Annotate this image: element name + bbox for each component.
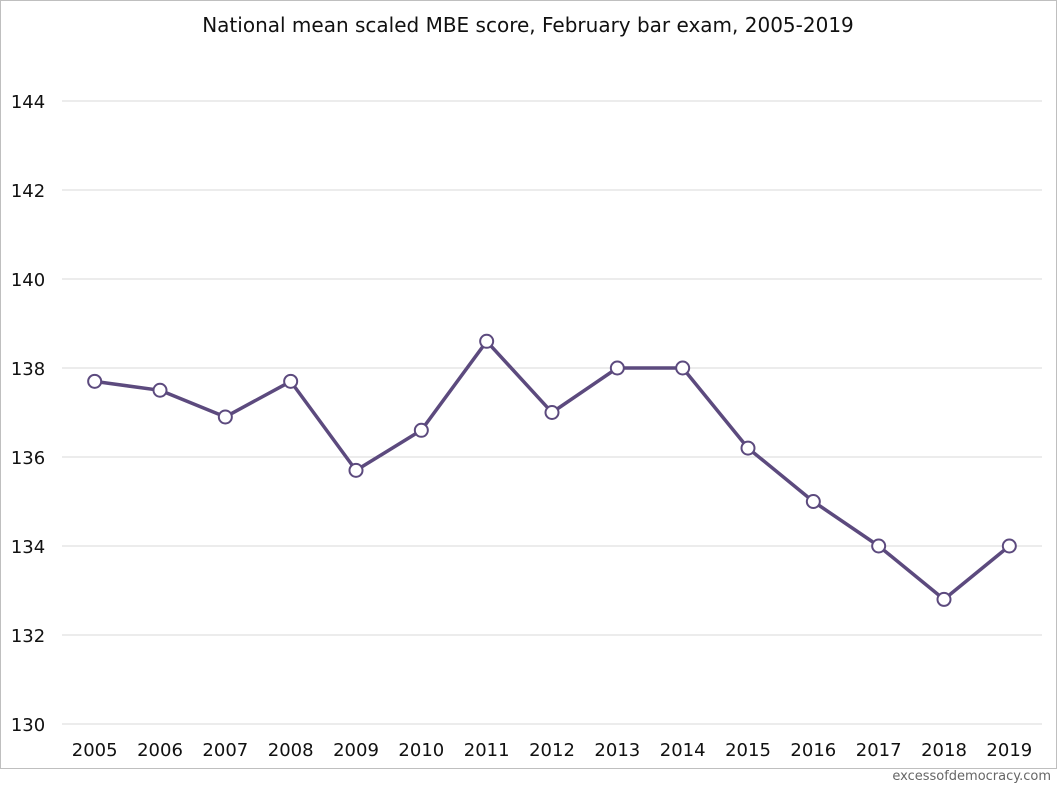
x-tick-label: 2015 [725,740,771,761]
x-tick-label: 2010 [398,740,444,761]
data-point-2012 [544,405,560,420]
data-point-2018 [936,591,952,607]
data-point-2017 [871,538,887,554]
x-tick-label: 2018 [921,740,967,761]
y-tick-label: 138 [11,359,45,380]
x-tick-label: 2013 [594,740,640,761]
data-point-markers [87,333,1017,607]
x-tick-label: 2009 [333,740,379,761]
x-tick-label: 2006 [137,740,183,761]
y-tick-label: 140 [11,270,45,291]
data-point-2016 [805,494,821,509]
data-point-2015 [740,440,756,456]
data-point-2013 [609,360,625,376]
x-axis-tick-labels: 2005 2006 2007 2008 2009 2010 2011 2012 2013 2014… [72,740,1032,761]
data-point-2011 [479,333,495,349]
x-tick-label: 2005 [72,740,118,761]
x-tick-label: 2011 [464,740,510,761]
chart-title: National mean scaled MBE score, February… [202,13,854,37]
y-tick-label: 132 [11,626,45,647]
y-tick-label: 130 [11,715,45,736]
data-point-2008 [283,373,299,389]
source-credit: excessofdemocracy.com [892,769,1051,784]
y-tick-label: 142 [11,181,45,202]
data-point-2009 [348,462,364,478]
y-axis-tick-labels: 130 132 134 136 138 140 142 144 [11,92,45,736]
data-point-2014 [675,360,691,376]
data-point-2007 [217,409,233,425]
data-point-2005 [87,373,103,389]
x-tick-label: 2008 [268,740,314,761]
grid-lines [62,100,1042,725]
x-tick-label: 2017 [856,740,902,761]
y-tick-label: 134 [11,537,45,558]
x-tick-label: 2019 [986,740,1032,761]
y-tick-label: 144 [11,92,45,113]
x-tick-label: 2012 [529,740,575,761]
x-tick-label: 2014 [660,740,706,761]
x-tick-label: 2016 [790,740,836,761]
data-point-2010 [413,422,429,438]
y-tick-label: 136 [11,448,45,469]
data-point-2019 [1001,538,1017,554]
data-point-2006 [152,382,168,398]
x-tick-label: 2007 [202,740,248,761]
